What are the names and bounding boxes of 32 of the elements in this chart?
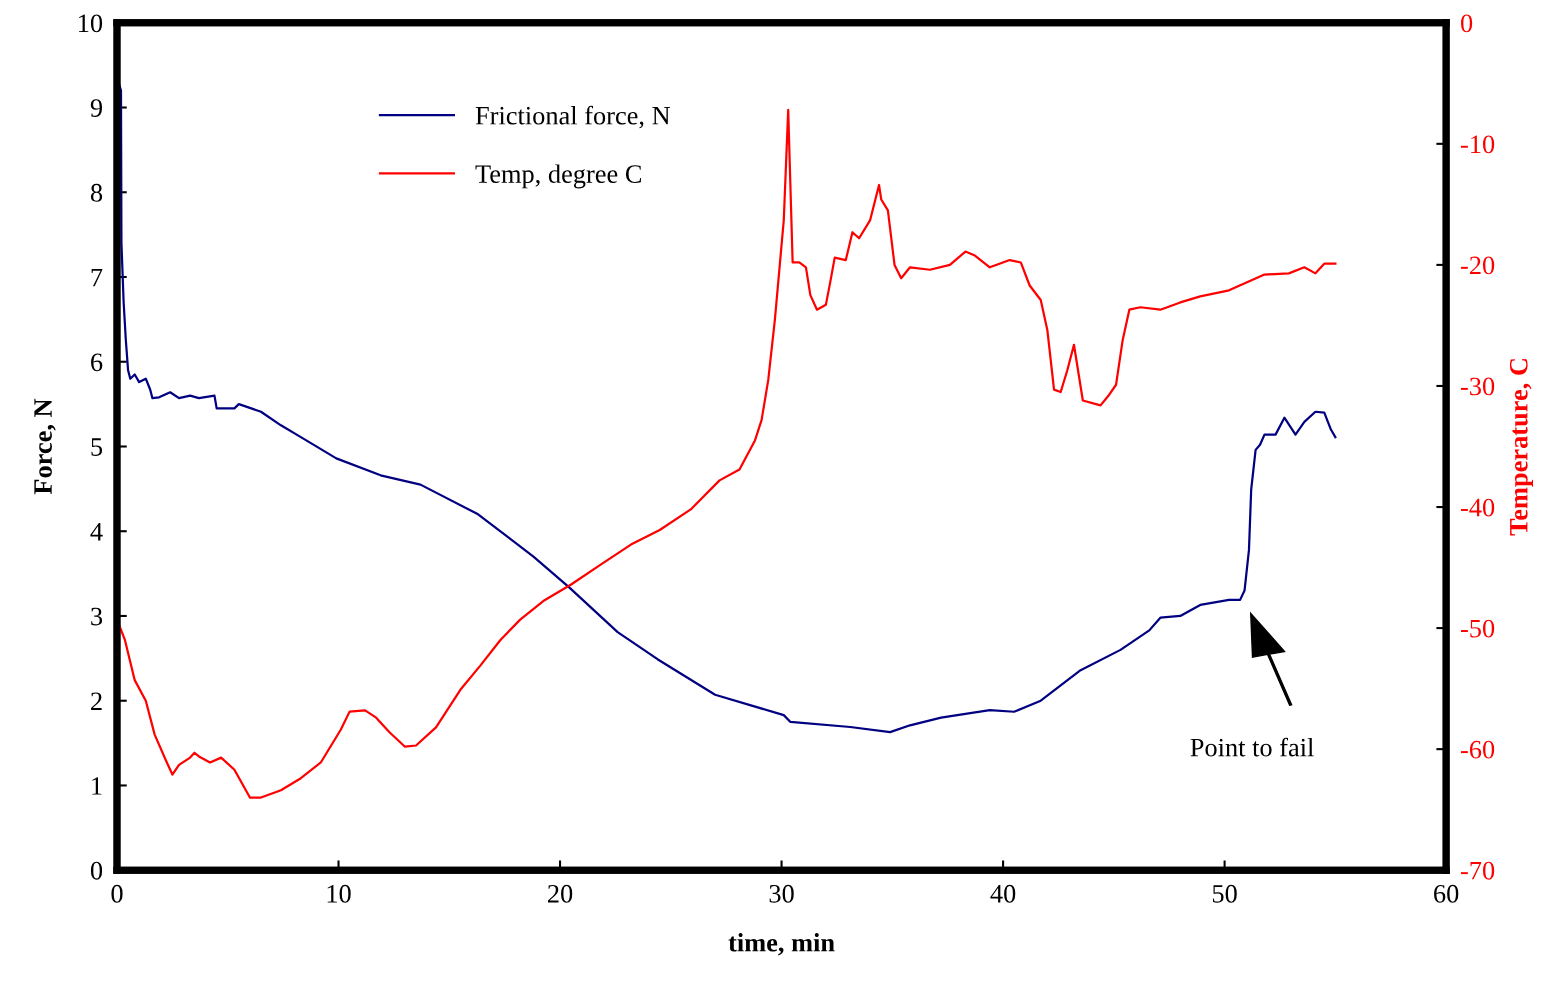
x-tick-label: 30 (769, 884, 794, 903)
y2-tick-label: -50 (1460, 619, 1495, 638)
y-tick-label: 0 (90, 861, 103, 880)
y2-tick-label: -60 (1460, 740, 1495, 759)
x-tick-label: 40 (990, 884, 1016, 903)
y-tick-label: 2 (91, 692, 102, 710)
y2-tick-label: 0 (1461, 14, 1473, 33)
legend-label: Frictional force, N (475, 105, 671, 129)
legend-label: Temp, degree C (475, 164, 641, 189)
y2-tick-label: -10 (1460, 135, 1495, 154)
y2-tick-label: -70 (1460, 861, 1495, 880)
y-tick-label: 3 (91, 607, 103, 626)
y2-tick-label: -20 (1460, 256, 1495, 275)
y2-tick-label: -30 (1460, 377, 1495, 396)
y2-tick-label: -40 (1460, 498, 1495, 517)
x-tick-label: 0 (111, 884, 123, 903)
y-tick-label: 10 (79, 14, 103, 33)
y2-axis-title: Temperature, C (1509, 359, 1533, 536)
y-tick-label: 1 (92, 777, 102, 795)
y-axis-title: Force, N (34, 398, 56, 495)
x-axis-title: time, min (728, 933, 835, 956)
x-tick-label: 10 (327, 884, 351, 903)
x-tick-label: 20 (548, 884, 573, 903)
y-tick-label: 5 (91, 438, 103, 456)
y-tick-label: 8 (90, 183, 103, 202)
y-tick-label: 6 (91, 353, 103, 372)
y-tick-label: 9 (90, 99, 103, 117)
annotation: Point to fail (1190, 737, 1314, 757)
x-tick-label: 50 (1212, 884, 1237, 903)
y-tick-label: 7 (91, 268, 103, 287)
y-tick-label: 4 (90, 523, 103, 541)
x-tick-label: 60 (1434, 884, 1459, 903)
